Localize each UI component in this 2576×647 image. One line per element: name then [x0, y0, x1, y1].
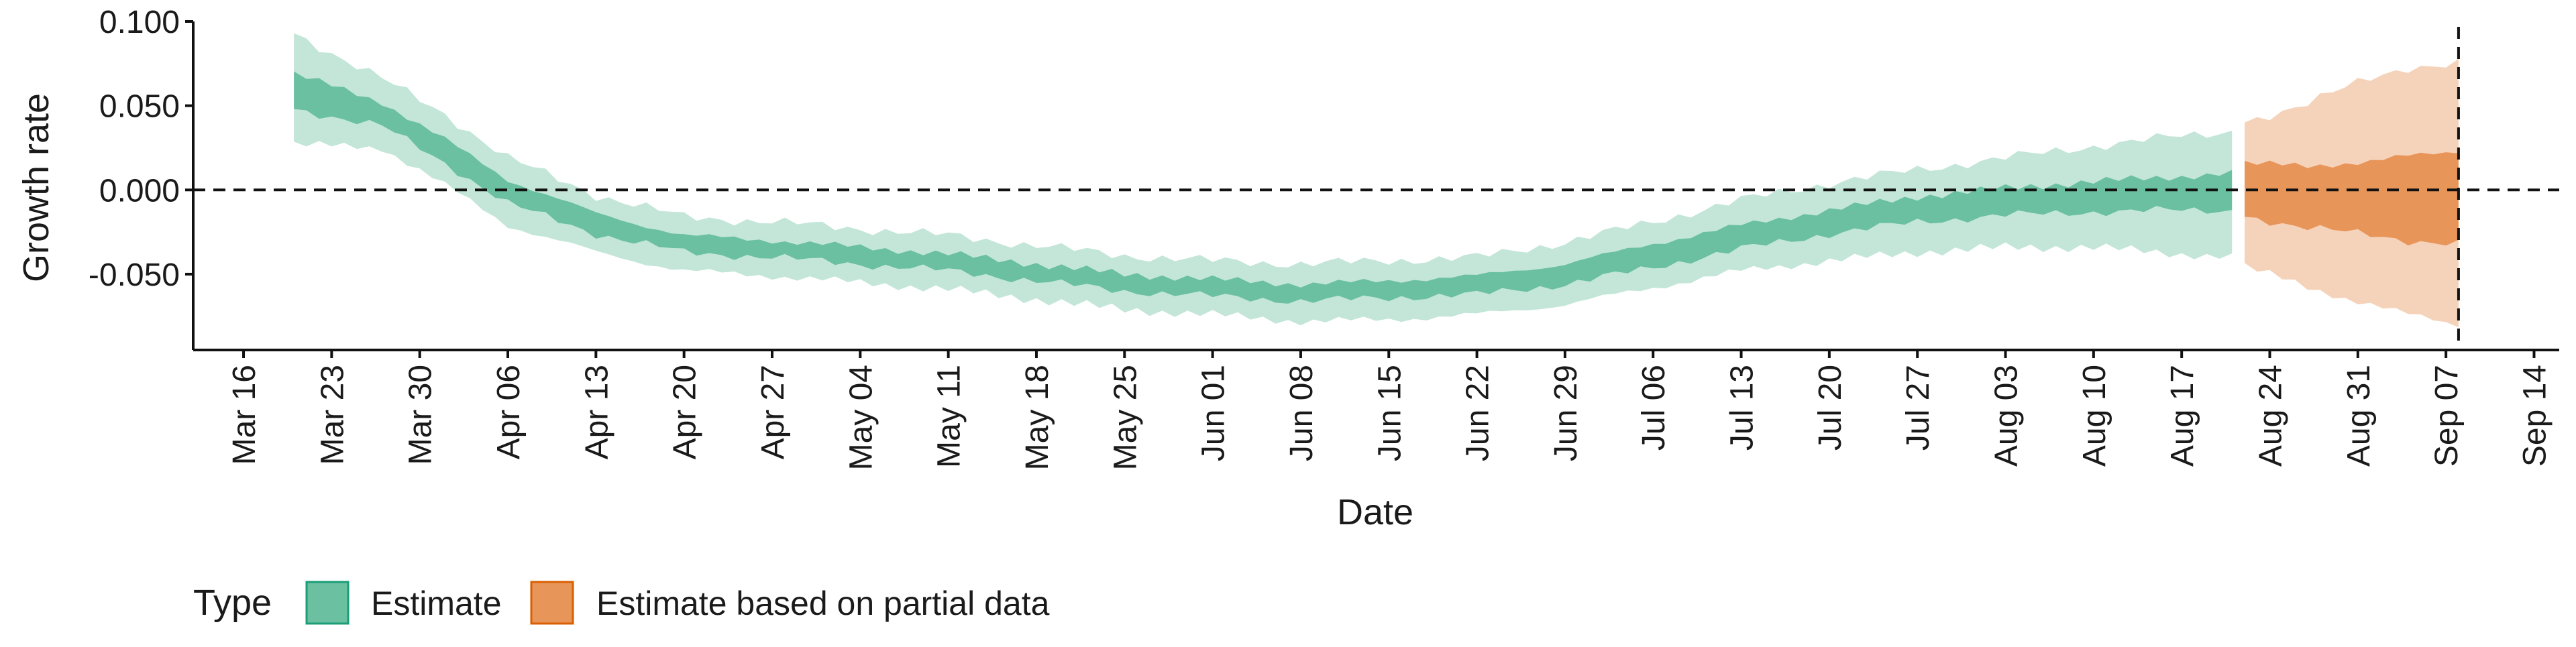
band-50-partial [2245, 152, 2459, 246]
x-tick-label: Mar 30 [403, 365, 439, 465]
x-tick-label: May 11 [932, 365, 967, 468]
legend-label-partial: Estimate based on partial data [596, 585, 1050, 622]
reference-lines-layer [193, 27, 2559, 350]
x-tick-label: Aug 10 [2077, 365, 2112, 467]
legend-label-estimate: Estimate [371, 585, 502, 622]
x-tick-label: Sep 14 [2518, 365, 2553, 467]
x-tick-label: May 18 [1020, 365, 1055, 470]
y-tick-label: 0.000 [99, 173, 180, 209]
axes-layer: 0.100 0.050 0.000 -0.050 Mar 16 Mar 23 Mar 30 A… [89, 5, 2559, 470]
y-tick-label: -0.050 [89, 257, 180, 293]
x-tick-label: Apr 06 [491, 365, 527, 459]
x-tick-label: Aug 17 [2165, 365, 2200, 467]
x-tick-label: Jun 15 [1372, 365, 1407, 461]
x-tick-label: Apr 27 [755, 365, 791, 459]
y-axis-title: Growth rate [16, 93, 56, 282]
legend-key-estimate [305, 581, 350, 625]
x-tick-label: Jun 08 [1284, 365, 1320, 461]
legend: Type Estimate Estimate based on partial … [193, 581, 1050, 625]
x-tick-label: Apr 13 [579, 365, 614, 459]
y-tick-label: 0.100 [99, 5, 180, 40]
x-tick-label: Jul 20 [1813, 365, 1848, 451]
bands-layer [294, 33, 2459, 328]
x-tick-label: Apr 20 [667, 365, 703, 459]
x-tick-label: Mar 16 [227, 365, 262, 465]
x-tick-label: Aug 03 [1989, 365, 2025, 467]
legend-title: Type [193, 583, 272, 623]
x-tick-label: Jul 27 [1900, 365, 1936, 451]
x-tick-label: May 25 [1108, 365, 1143, 470]
x-tick-label: Jun 22 [1460, 365, 1496, 461]
x-tick-label: Aug 24 [2253, 365, 2289, 467]
x-tick-label: Jun 29 [1548, 365, 1584, 461]
x-tick-label: Aug 31 [2341, 365, 2377, 467]
y-tick-label: 0.050 [99, 89, 180, 125]
x-tick-label: Jul 06 [1636, 365, 1672, 451]
x-tick-label: May 04 [843, 365, 879, 470]
legend-key-partial [530, 581, 574, 625]
x-tick-label: Mar 23 [315, 365, 350, 465]
band-50-estimate [294, 71, 2233, 304]
x-axis-title: Date [1337, 492, 1413, 532]
x-tick-label: Sep 07 [2429, 365, 2465, 467]
x-tick-label: Jun 01 [1196, 365, 1232, 461]
x-tick-label: Jul 13 [1725, 365, 1760, 451]
